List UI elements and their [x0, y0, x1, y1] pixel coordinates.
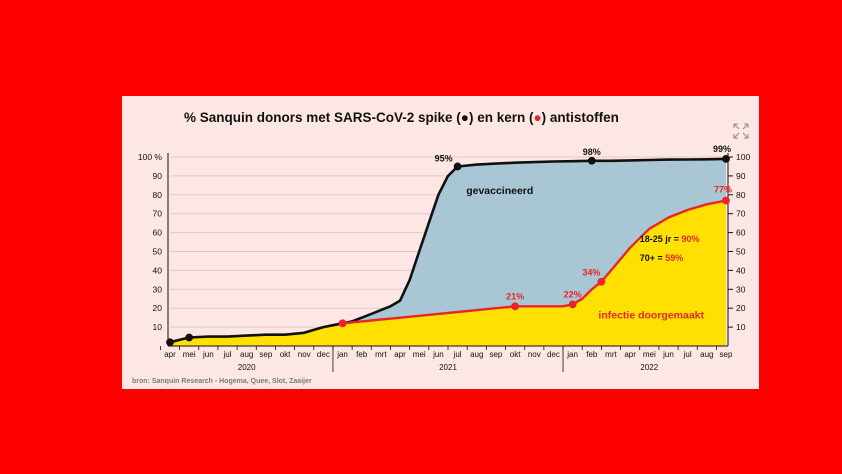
- x-tick-label: mrt: [375, 350, 387, 359]
- data-marker: [568, 300, 577, 309]
- x-tick-label: nov: [298, 350, 311, 359]
- year-label: 2021: [439, 363, 457, 372]
- data-marker: [453, 162, 462, 171]
- data-marker: [722, 196, 730, 205]
- area-fills: [170, 158, 726, 346]
- x-tick-label: feb: [356, 350, 368, 359]
- spike-line: [169, 157, 727, 344]
- y-tick-label-right: 70: [736, 209, 746, 219]
- x-tick-label: okt: [510, 350, 521, 359]
- data-marker: [511, 302, 520, 311]
- data-marker: [185, 333, 194, 342]
- data-marker: [166, 338, 174, 347]
- data-label: 77%: [714, 184, 732, 194]
- kern-area: [170, 200, 726, 346]
- y-tick-label-left: 10: [153, 322, 163, 332]
- source-note: bron: Sanquin Research - Hogema, Quee, S…: [132, 378, 312, 385]
- y-tick-label-right: 50: [736, 247, 746, 257]
- x-tick-label: jul: [223, 350, 232, 359]
- data-label: 22%: [564, 289, 582, 299]
- x-tick-label: mei: [643, 350, 656, 359]
- expand-arrows-icon[interactable]: [733, 123, 749, 139]
- x-tick-label: feb: [586, 350, 598, 359]
- y-tick-label-right: 60: [736, 228, 746, 238]
- x-tick-label: jun: [662, 350, 674, 359]
- x-tick-label: okt: [280, 350, 291, 359]
- x-tick-label: apr: [164, 350, 176, 359]
- y-tick-label-left: 100 %: [138, 152, 163, 162]
- y-tick-label-left: 30: [153, 284, 163, 294]
- x-tick-label: aug: [470, 350, 483, 359]
- y-tick-label-left: 20: [153, 303, 163, 313]
- y-tick-label-right: 80: [736, 190, 746, 200]
- x-tick-label: dec: [317, 350, 330, 359]
- data-marker: [597, 277, 606, 286]
- x-tick-label: jul: [683, 350, 692, 359]
- chart-svg: % Sanquin donors met SARS-CoV-2 spike (●…: [132, 110, 750, 385]
- data-marker: [338, 319, 347, 328]
- y-tick-label-right: 20: [736, 303, 746, 313]
- data-marker: [722, 154, 730, 163]
- y-tick-label-left: 50: [153, 247, 163, 257]
- x-tick-label: jun: [432, 350, 444, 359]
- x-tick-label: sep: [489, 350, 502, 359]
- x-tick-label: mrt: [605, 350, 617, 359]
- y-tick-label-left: 90: [153, 171, 163, 181]
- x-tick-label: jun: [202, 350, 214, 359]
- x-tick-label: jan: [336, 350, 348, 359]
- y-tick-label-left: 80: [153, 190, 163, 200]
- x-tick-label: jan: [566, 350, 578, 359]
- area-label-infectie: infectie doorgemaakt: [598, 310, 704, 322]
- y-tick-label-right: 30: [736, 284, 746, 294]
- x-tick-label: dec: [547, 350, 560, 359]
- year-label: 2020: [238, 363, 256, 372]
- x-tick-label: apr: [624, 350, 636, 359]
- x-tick-label: aug: [700, 350, 713, 359]
- y-tick-label-right: 100: [736, 152, 750, 162]
- data-label: 99%: [713, 144, 731, 154]
- chart-panel: % Sanquin donors met SARS-CoV-2 spike (●…: [122, 96, 759, 389]
- y-tick-label-left: 40: [153, 265, 163, 275]
- data-label: 21%: [506, 291, 524, 301]
- y-tick-label-left: 70: [153, 209, 163, 219]
- x-tick-label: nov: [528, 350, 541, 359]
- y-tick-label-right: 40: [736, 265, 746, 275]
- labels: 95% 98% 99% 21% 22% 34% 77% gevaccineerd infecti…: [435, 144, 732, 322]
- y-tick-label-left: 60: [153, 228, 163, 238]
- x-tick-label: jul: [453, 350, 462, 359]
- age-note: 18-25 jr = 90%: [640, 234, 700, 244]
- year-label: 2022: [640, 363, 658, 372]
- x-tick-label: apr: [394, 350, 406, 359]
- x-tick-label: mei: [183, 350, 196, 359]
- x-tick-label: sep: [259, 350, 272, 359]
- markers: [166, 154, 730, 347]
- series-lines: [169, 157, 727, 344]
- data-label: 98%: [583, 147, 601, 157]
- x-tick-label: aug: [240, 350, 253, 359]
- area-label-gevaccineerd: gevaccineerd: [466, 185, 533, 197]
- y-tick-label-right: 90: [736, 171, 746, 181]
- data-marker: [587, 156, 596, 165]
- chart-title: % Sanquin donors met SARS-CoV-2 spike (●…: [184, 110, 619, 125]
- data-label: 95%: [435, 153, 453, 163]
- kern-line: [342, 199, 727, 325]
- data-label: 34%: [582, 268, 600, 278]
- y-tick-label-right: 10: [736, 322, 746, 332]
- x-tick-label: sep: [720, 350, 733, 359]
- x-tick-label: mei: [413, 350, 426, 359]
- age-note: 70+ = 59%: [640, 253, 684, 263]
